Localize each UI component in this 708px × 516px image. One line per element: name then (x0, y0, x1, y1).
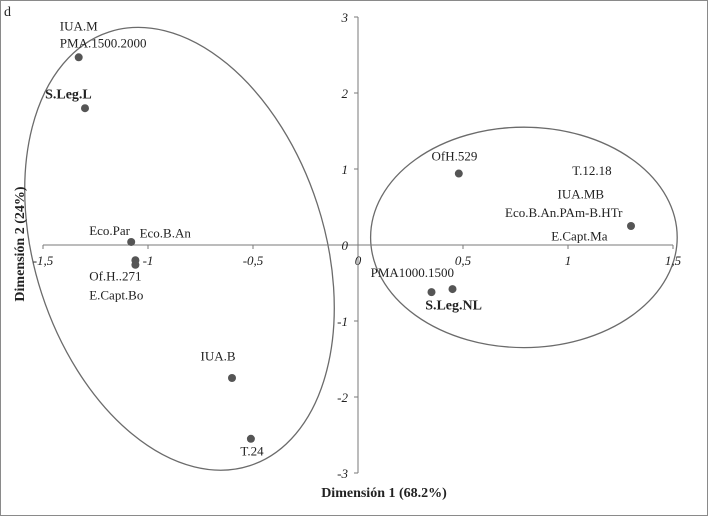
point-label: OfH.529 (432, 149, 478, 164)
x-tick-label: 0 (355, 253, 362, 268)
point-label: E.Capt.Bo (89, 288, 143, 303)
cluster-ellipse-2 (369, 126, 678, 349)
y-tick-label: -2 (337, 390, 348, 405)
x-axis-title: Dimensión 1 (68.2%) (321, 486, 447, 501)
data-point (427, 288, 436, 297)
point-label: E.Capt.Ma (551, 228, 608, 243)
point-label: S.Leg.L (45, 87, 92, 102)
y-tick-label: -3 (337, 466, 348, 481)
y-axis-title: Dimensión 2 (24%) (13, 186, 28, 301)
point-label: Eco.B.An.PAm-B.HTr (505, 205, 623, 220)
data-point (131, 260, 140, 269)
y-tick-label: 0 (342, 238, 349, 253)
data-point (228, 374, 236, 382)
point-label: T.24 (240, 444, 264, 459)
data-point (454, 169, 463, 178)
y-tick-label: 1 (342, 162, 349, 177)
point-label: S.Leg.NL (425, 299, 482, 314)
data-point (246, 434, 255, 443)
x-tick-label: 1 (565, 253, 572, 268)
point-label: IUA.B (201, 349, 236, 364)
cluster-ellipses (24, 26, 678, 471)
y-tick-label: -1 (337, 314, 348, 329)
x-tick-label: 1,5 (665, 253, 682, 268)
point-label: IUA.M (60, 19, 98, 34)
x-tick-label: -0,5 (243, 253, 264, 268)
data-points (74, 53, 635, 443)
data-point (81, 104, 89, 113)
data-point (448, 285, 457, 294)
point-label: Of.H..271 (89, 269, 141, 284)
y-tick-label: 3 (341, 10, 349, 25)
axes: -1,5 -1 -0,5 0 0,5 1 1,5 3 2 1 0 -1 -2 -3 (33, 10, 682, 481)
data-point (627, 222, 635, 230)
y-tick-label: 2 (342, 86, 349, 101)
point-label: Eco.B.An (140, 225, 192, 240)
panel-label: d (4, 5, 11, 20)
x-tick-label: 0,5 (455, 253, 472, 268)
data-point (74, 53, 83, 62)
x-tick-label: -1 (143, 253, 154, 268)
x-tick-label: -1,5 (33, 253, 54, 268)
point-label: PMA1000.1500 (371, 265, 454, 280)
point-label: IUA.MB (558, 187, 605, 202)
cluster-ellipse-1 (24, 26, 335, 471)
point-label: T.12.18 (572, 163, 611, 178)
point-label: PMA.1500.2000 (60, 35, 147, 50)
point-label: Eco.Par (89, 223, 130, 238)
data-point (127, 237, 136, 246)
